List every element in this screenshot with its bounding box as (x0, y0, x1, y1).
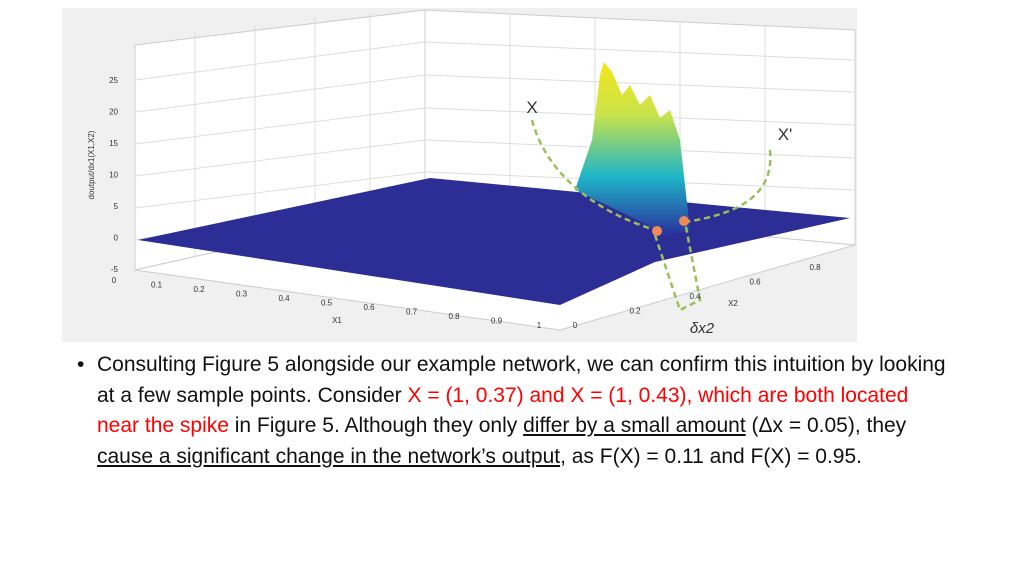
tick-label: 0.6 (749, 278, 761, 287)
tick-label: 0.8 (448, 312, 460, 321)
z-label: doutput/dx1(X1,X2) (87, 130, 96, 199)
tick-label: 25 (109, 76, 118, 85)
tick-label: 20 (109, 108, 118, 117)
tick-label: 0.9 (491, 317, 503, 326)
x1-ticks: 0 0.1 0.2 0.3 0.4 0.5 0.6 0.7 0.8 0.9 1 (112, 276, 542, 330)
x1-label: X1 (332, 316, 342, 325)
tick-label: 0.2 (193, 285, 205, 294)
tick-label: 0.4 (278, 294, 290, 303)
tick-label: 0 (114, 234, 119, 243)
tick-label: 1 (537, 321, 542, 330)
tick-label: 0.7 (406, 308, 418, 317)
text-run: in Figure 5. Although they only (228, 414, 524, 437)
tick-label: 0.4 (689, 292, 701, 301)
tick-label: 0.1 (151, 281, 163, 290)
arrows (530, 119, 772, 312)
spike (575, 62, 690, 238)
bullet-text: Consulting Figure 5 alongside our exampl… (77, 350, 947, 472)
annotation: X' (778, 125, 793, 144)
tick-label: 0.8 (809, 263, 821, 272)
tick-label: 5 (114, 202, 119, 211)
tick-label: 0.5 (321, 299, 333, 308)
x2-ticks: 0 0.2 0.4 0.6 0.8 (573, 263, 821, 330)
tick-label: 10 (109, 171, 118, 180)
tick-label: -5 (111, 265, 119, 274)
x2-label: X2 (728, 299, 738, 308)
text-run: cause a significant change in the networ… (97, 444, 561, 468)
tick-label: 0 (112, 276, 117, 285)
tick-label: 0.6 (363, 303, 375, 312)
annotation: δx2 (690, 320, 715, 337)
text-run: X = (1, 0.37) and X = (1, 0.43), which a… (97, 383, 909, 438)
text-run: Consulting Figure 5 alongside our exampl… (97, 353, 946, 407)
annotation: X (526, 98, 537, 117)
text-run: , as F(X) = 0.11 and F(X) = 0.95. (560, 444, 862, 468)
points (652, 216, 689, 236)
grid (134, 13, 856, 257)
tick-label: 0.2 (629, 307, 641, 316)
tick-label: 15 (109, 139, 118, 148)
text-run: differ by a small amount (523, 414, 746, 437)
tick-label: 0 (573, 321, 578, 330)
tick-label: 0.3 (236, 290, 248, 299)
z-ticks: 25 20 15 10 5 0 -5 (109, 76, 118, 274)
text-run: (Δx = 0.05), they (745, 414, 907, 437)
